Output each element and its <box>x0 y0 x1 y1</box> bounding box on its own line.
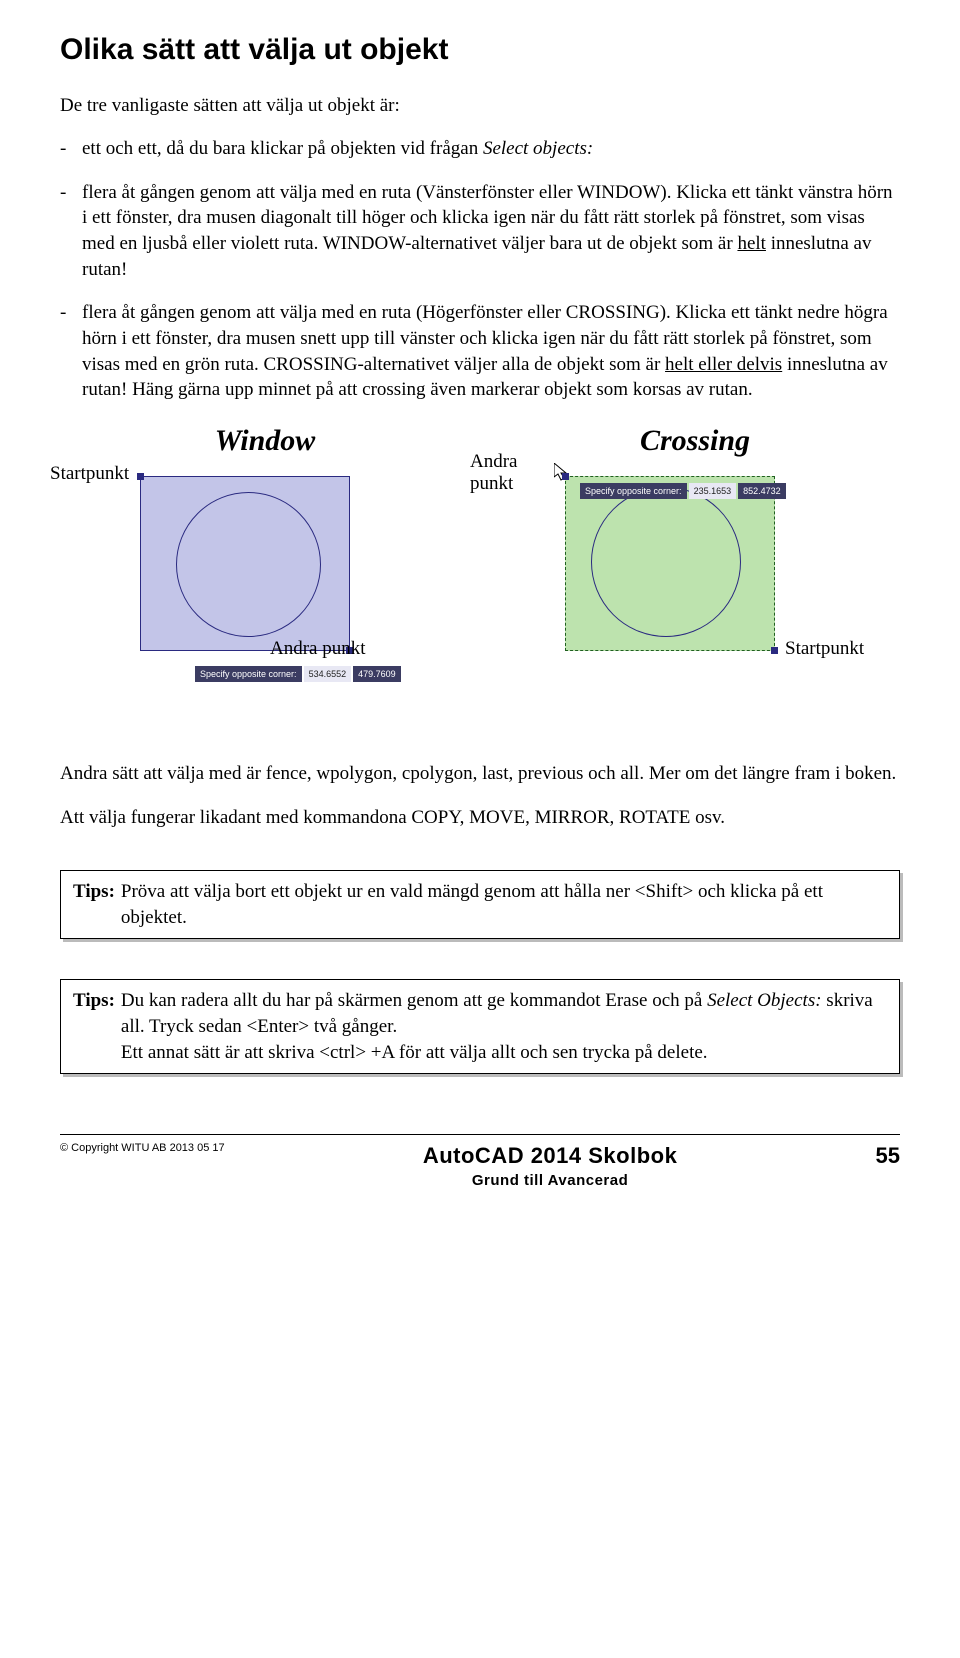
tooltip-label: Specify opposite corner: <box>195 666 302 682</box>
diagram-row: Window Startpunkt Andra punkt Specify op… <box>60 421 900 701</box>
bullet1-em: Select objects: <box>483 138 593 159</box>
crossing-andra-punkt-label: Andra punkt <box>470 451 517 495</box>
window-circle <box>176 492 321 637</box>
tips2-c: Ett annat sätt är att skriva <ctrl> +A f… <box>121 1042 708 1063</box>
tips2-em: Select Objects: <box>707 990 821 1011</box>
tooltip-coord2: 852.4732 <box>738 483 786 499</box>
window-title: Window <box>60 421 470 462</box>
tooltip-coord1: 534.6552 <box>304 666 352 682</box>
window-startpunkt-label: Startpunkt <box>50 461 129 487</box>
footer-subtitle: Grund till Avancerad <box>225 1171 876 1191</box>
para-after-1: Andra sätt att välja med är fence, wpoly… <box>60 761 900 787</box>
tooltip-coord1: 235.1653 <box>689 483 737 499</box>
tooltip-coord2: 479.7609 <box>353 666 401 682</box>
footer-copyright: © Copyright WITU AB 2013 05 17 <box>60 1141 225 1156</box>
tips1-text: Pröva att välja bort ett objekt ur en va… <box>121 879 887 930</box>
footer-page-number: 55 <box>876 1141 900 1171</box>
bullet1-text: ett och ett, då du bara klickar på objek… <box>82 138 483 159</box>
window-andra-punkt-label: Andra punkt <box>270 636 366 662</box>
bullet2-underline: helt <box>737 233 766 254</box>
bullet-item-1: ett och ett, då du bara klickar på objek… <box>60 136 900 162</box>
tips-box-1: Tips: Pröva att välja bort ett objekt ur… <box>60 870 900 939</box>
window-selection-box <box>140 476 350 651</box>
crossing-startpunkt-label: Startpunkt <box>785 636 864 662</box>
footer-title: AutoCAD 2014 Skolbok <box>225 1141 876 1171</box>
crossing-tooltip: Specify opposite corner: 235.1653 852.47… <box>580 483 786 499</box>
handle-icon <box>562 473 569 480</box>
tips2-text: Du kan radera allt du har på skärmen gen… <box>121 988 887 1065</box>
bullet-item-2: flera åt gången genom att välja med en r… <box>60 180 900 283</box>
crossing-title: Crossing <box>490 421 900 462</box>
tips2-a: Du kan radera allt du har på skärmen gen… <box>121 990 707 1011</box>
bullet3-underline: helt eller delvis <box>665 354 782 375</box>
handle-icon <box>137 473 144 480</box>
andra-line1: Andra <box>470 451 517 472</box>
crossing-circle <box>591 487 741 637</box>
page-heading: Olika sätt att välja ut objekt <box>60 30 900 71</box>
intro-paragraph: De tre vanligaste sätten att välja ut ob… <box>60 93 900 119</box>
tips-label: Tips: <box>73 988 115 1065</box>
diagram-window: Window Startpunkt Andra punkt Specify op… <box>60 421 470 701</box>
tooltip-label: Specify opposite corner: <box>580 483 687 499</box>
crossing-selection-box <box>565 476 775 651</box>
diagram-crossing: Crossing Andra punkt Specify opposite co… <box>490 421 900 701</box>
footer-center: AutoCAD 2014 Skolbok Grund till Avancera… <box>225 1141 876 1191</box>
page-footer: © Copyright WITU AB 2013 05 17 AutoCAD 2… <box>60 1135 900 1191</box>
bullet-item-3: flera åt gången genom att välja med en r… <box>60 300 900 403</box>
para-after-2: Att välja fungerar likadant med kommando… <box>60 805 900 831</box>
handle-icon <box>771 647 778 654</box>
tips-label: Tips: <box>73 879 115 930</box>
window-tooltip: Specify opposite corner: 534.6552 479.76… <box>195 666 401 682</box>
tips-box-2: Tips: Du kan radera allt du har på skärm… <box>60 979 900 1074</box>
andra-line2: punkt <box>470 473 513 494</box>
